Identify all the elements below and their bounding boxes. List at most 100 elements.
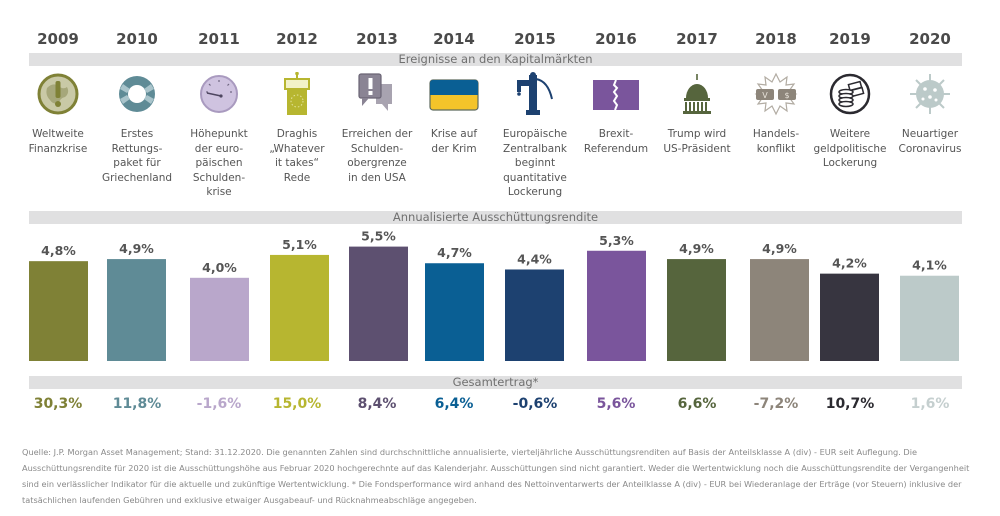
event-line: Schulden- [192, 171, 246, 184]
event-line: in den USA [348, 171, 406, 184]
event-line: Finanzkrise [28, 142, 88, 155]
event-line: der euro- [194, 142, 244, 155]
podium-icon [272, 72, 322, 116]
event-line: Brexit- [598, 128, 634, 140]
bar-value-label: 4,4% [517, 251, 552, 266]
bar-value-label: 4,9% [119, 241, 154, 256]
event-line: Draghis [276, 128, 318, 140]
event-line: der Krim [431, 142, 477, 155]
bar-2016 [587, 250, 646, 361]
event-line: Rede [283, 171, 311, 184]
bar-2012 [270, 254, 329, 361]
bar-2020 [900, 275, 959, 361]
total-return-value: 10,7% [825, 396, 875, 412]
event-line: „Whatever [269, 142, 325, 155]
events-section-band: Ereignisse an den Kapitalmärkten [29, 52, 962, 66]
event-description: Erreichen der Schulden-obergrenze in den U… [329, 127, 425, 185]
year-row: 2009 2010 2011 2012 2013 2014 2015 2016 … [0, 30, 1000, 52]
yield-bar-chart: 4,8% 4,9% 4,0% 5,1% 5,5% 4,7% 4,4% 5,3% 4,9% 4,9%… [29, 229, 959, 361]
year-label: 2020 [909, 30, 951, 48]
total-return-value: 5,6% [596, 396, 636, 412]
source-footnote: Quelle: J.P. Morgan Asset Management; St… [22, 447, 970, 505]
year-label: 2014 [433, 30, 475, 48]
bar-value-label: 4,2% [832, 256, 867, 271]
event-line: Höhepunkt [190, 128, 248, 140]
event-description: Höhepunkt der euro-päischen Schulden-krise [171, 127, 267, 200]
event-line: Europäische [502, 128, 568, 140]
total-return-value: -1,6% [196, 396, 242, 412]
event-line: Rettungs- [111, 142, 163, 155]
bar-2014 [425, 263, 484, 361]
total-section-title: Gesamtertrag* [452, 375, 539, 389]
event-line: Schulden- [350, 142, 404, 155]
bar-2017 [667, 259, 726, 361]
total-section-band: Gesamtertrag* [29, 375, 962, 389]
event-line: beginnt [514, 157, 556, 169]
warning-globe-icon [33, 72, 83, 116]
event-line: US-Präsident [663, 142, 731, 155]
ukraine-flag-icon [429, 72, 479, 116]
lifebuoy-icon [112, 72, 162, 116]
event-description: Weitere geldpolitische Lockerung [802, 127, 898, 171]
event-line: quantitative [503, 171, 567, 184]
bar-value-label: 4,1% [912, 258, 947, 273]
bar-value-label: 4,9% [762, 241, 797, 256]
bar-2010 [107, 259, 166, 361]
total-return-value: -0,6% [512, 396, 558, 412]
bar-value-label: 4,7% [437, 245, 472, 260]
svg-text:$: $ [784, 91, 789, 100]
event-line: Lockerung [822, 157, 878, 169]
water-pump-icon [510, 72, 560, 116]
event-line: paket für [113, 157, 161, 169]
year-label: 2009 [37, 30, 79, 48]
year-label: 2017 [676, 30, 718, 48]
event-line: Erreichen der [341, 128, 413, 140]
coronavirus-icon [905, 72, 955, 116]
bar-2019 [820, 273, 879, 361]
event-line: Weltweite [32, 128, 84, 140]
year-label: 2016 [595, 30, 637, 48]
total-return-value: 11,8% [112, 396, 162, 412]
event-line: Handels- [752, 128, 800, 140]
bar-value-label: 5,1% [282, 237, 317, 252]
total-return-value: 1,6% [910, 396, 950, 412]
event-line: Neuartiger [901, 128, 959, 140]
year-label: 2013 [356, 30, 398, 48]
event-description: Weltweite Finanzkrise [10, 127, 106, 156]
event-description: Krise auf der Krim [406, 127, 502, 156]
money-stack-icon [825, 72, 875, 116]
yield-section-title: Annualisierte Ausschüttungsrendite [392, 210, 599, 224]
total-return-value: 6,4% [434, 396, 474, 412]
event-line: it takes“ [275, 157, 319, 169]
event-line: Zentralbank [503, 142, 567, 155]
total-return-value: 6,6% [677, 396, 717, 412]
year-label: 2011 [198, 30, 240, 48]
year-label: 2019 [829, 30, 871, 48]
event-description: Brexit- Referendum [568, 127, 664, 156]
event-description: Erstes Rettungs-paket für Griechenland [89, 127, 185, 185]
bar-2009 [29, 261, 88, 361]
event-line: Griechenland [101, 171, 173, 184]
year-label: 2012 [276, 30, 318, 48]
year-label: 2010 [116, 30, 158, 48]
bar-value-label: 5,3% [599, 233, 634, 248]
event-line: Referendum [583, 142, 649, 155]
event-description: Draghis „Whatever it takes“ Rede [249, 127, 345, 185]
bar-value-label: 4,0% [202, 260, 237, 275]
speech-bubbles-icon [352, 72, 402, 116]
bar-2015 [505, 269, 564, 361]
yield-section-band: Annualisierte Ausschüttungsrendite [29, 210, 962, 224]
event-description: Trump wird US-Präsident [649, 127, 745, 156]
event-line: konflikt [756, 142, 796, 155]
total-return-value: 30,3% [33, 396, 83, 412]
events-section-title: Ereignisse an den Kapitalmärkten [398, 52, 593, 66]
trade-conflict-icon: V $ [751, 72, 801, 116]
total-return-row: 30,3% 11,8% -1,6% 15,0% 8,4% 6,4% -0,6% 5,6% 6,6… [0, 396, 1000, 416]
capitol-icon [672, 72, 722, 116]
split-flag-icon [591, 72, 641, 116]
total-return-value: -7,2% [753, 396, 799, 412]
event-line: krise [206, 186, 232, 198]
event-line: Weitere [829, 128, 871, 140]
svg-text:V: V [762, 91, 768, 100]
bar-value-label: 4,9% [679, 241, 714, 256]
